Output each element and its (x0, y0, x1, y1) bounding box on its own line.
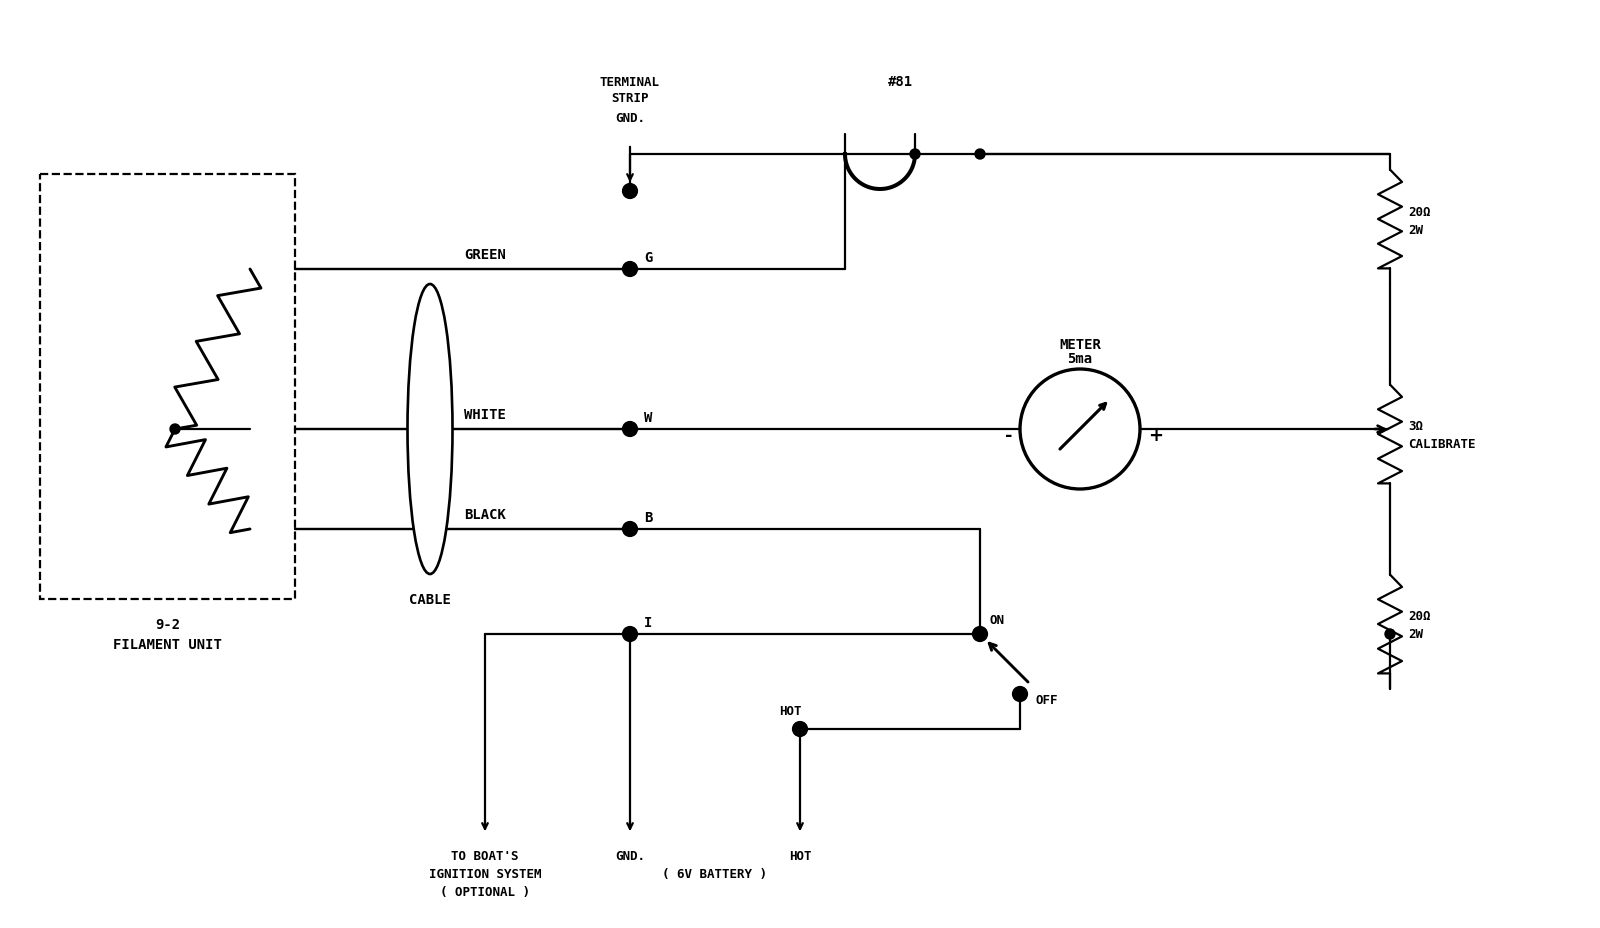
Text: 20Ω: 20Ω (1408, 205, 1430, 218)
Text: WHITE: WHITE (464, 407, 506, 421)
Text: METER: METER (1059, 338, 1101, 352)
Text: CALIBRATE: CALIBRATE (1408, 438, 1475, 451)
Circle shape (794, 722, 806, 736)
Text: GND.: GND. (614, 112, 645, 125)
Text: STRIP: STRIP (611, 92, 648, 105)
Circle shape (1386, 629, 1395, 639)
Circle shape (974, 629, 986, 639)
Text: B: B (643, 510, 653, 524)
Text: ON: ON (990, 613, 1005, 626)
Text: ( OPTIONAL ): ( OPTIONAL ) (440, 885, 530, 898)
Text: #81: #81 (888, 75, 914, 89)
Circle shape (622, 422, 637, 436)
Circle shape (622, 263, 637, 277)
Text: 3Ω: 3Ω (1408, 420, 1422, 433)
Text: FILAMENT UNIT: FILAMENT UNIT (114, 638, 222, 651)
Text: 2W: 2W (1408, 224, 1422, 237)
Text: G: G (643, 251, 653, 264)
Text: W: W (643, 410, 653, 424)
Ellipse shape (408, 285, 453, 574)
Text: ( 6V BATTERY ): ( 6V BATTERY ) (662, 867, 768, 880)
Text: BLACK: BLACK (464, 508, 506, 522)
Circle shape (622, 627, 637, 641)
Text: GREEN: GREEN (464, 248, 506, 262)
Text: TO BOAT'S: TO BOAT'S (451, 849, 518, 862)
Text: HOT: HOT (779, 704, 802, 717)
Text: +: + (1149, 427, 1163, 445)
Text: TERMINAL: TERMINAL (600, 76, 661, 89)
Circle shape (622, 522, 637, 536)
Text: GND.: GND. (614, 849, 645, 862)
Circle shape (170, 424, 179, 434)
Circle shape (622, 185, 637, 199)
Text: IGNITION SYSTEM: IGNITION SYSTEM (429, 867, 541, 880)
Text: 9-2: 9-2 (155, 617, 181, 631)
Text: 2W: 2W (1408, 628, 1422, 641)
Text: 5ma: 5ma (1067, 352, 1093, 366)
Text: CABLE: CABLE (410, 592, 451, 606)
Text: I: I (643, 615, 653, 629)
Circle shape (973, 627, 987, 641)
Text: HOT: HOT (789, 849, 811, 862)
Circle shape (974, 149, 986, 160)
Text: -: - (1005, 427, 1013, 445)
Circle shape (910, 149, 920, 160)
Text: OFF: OFF (1037, 693, 1059, 705)
Circle shape (1013, 688, 1027, 702)
Text: 20Ω: 20Ω (1408, 610, 1430, 623)
